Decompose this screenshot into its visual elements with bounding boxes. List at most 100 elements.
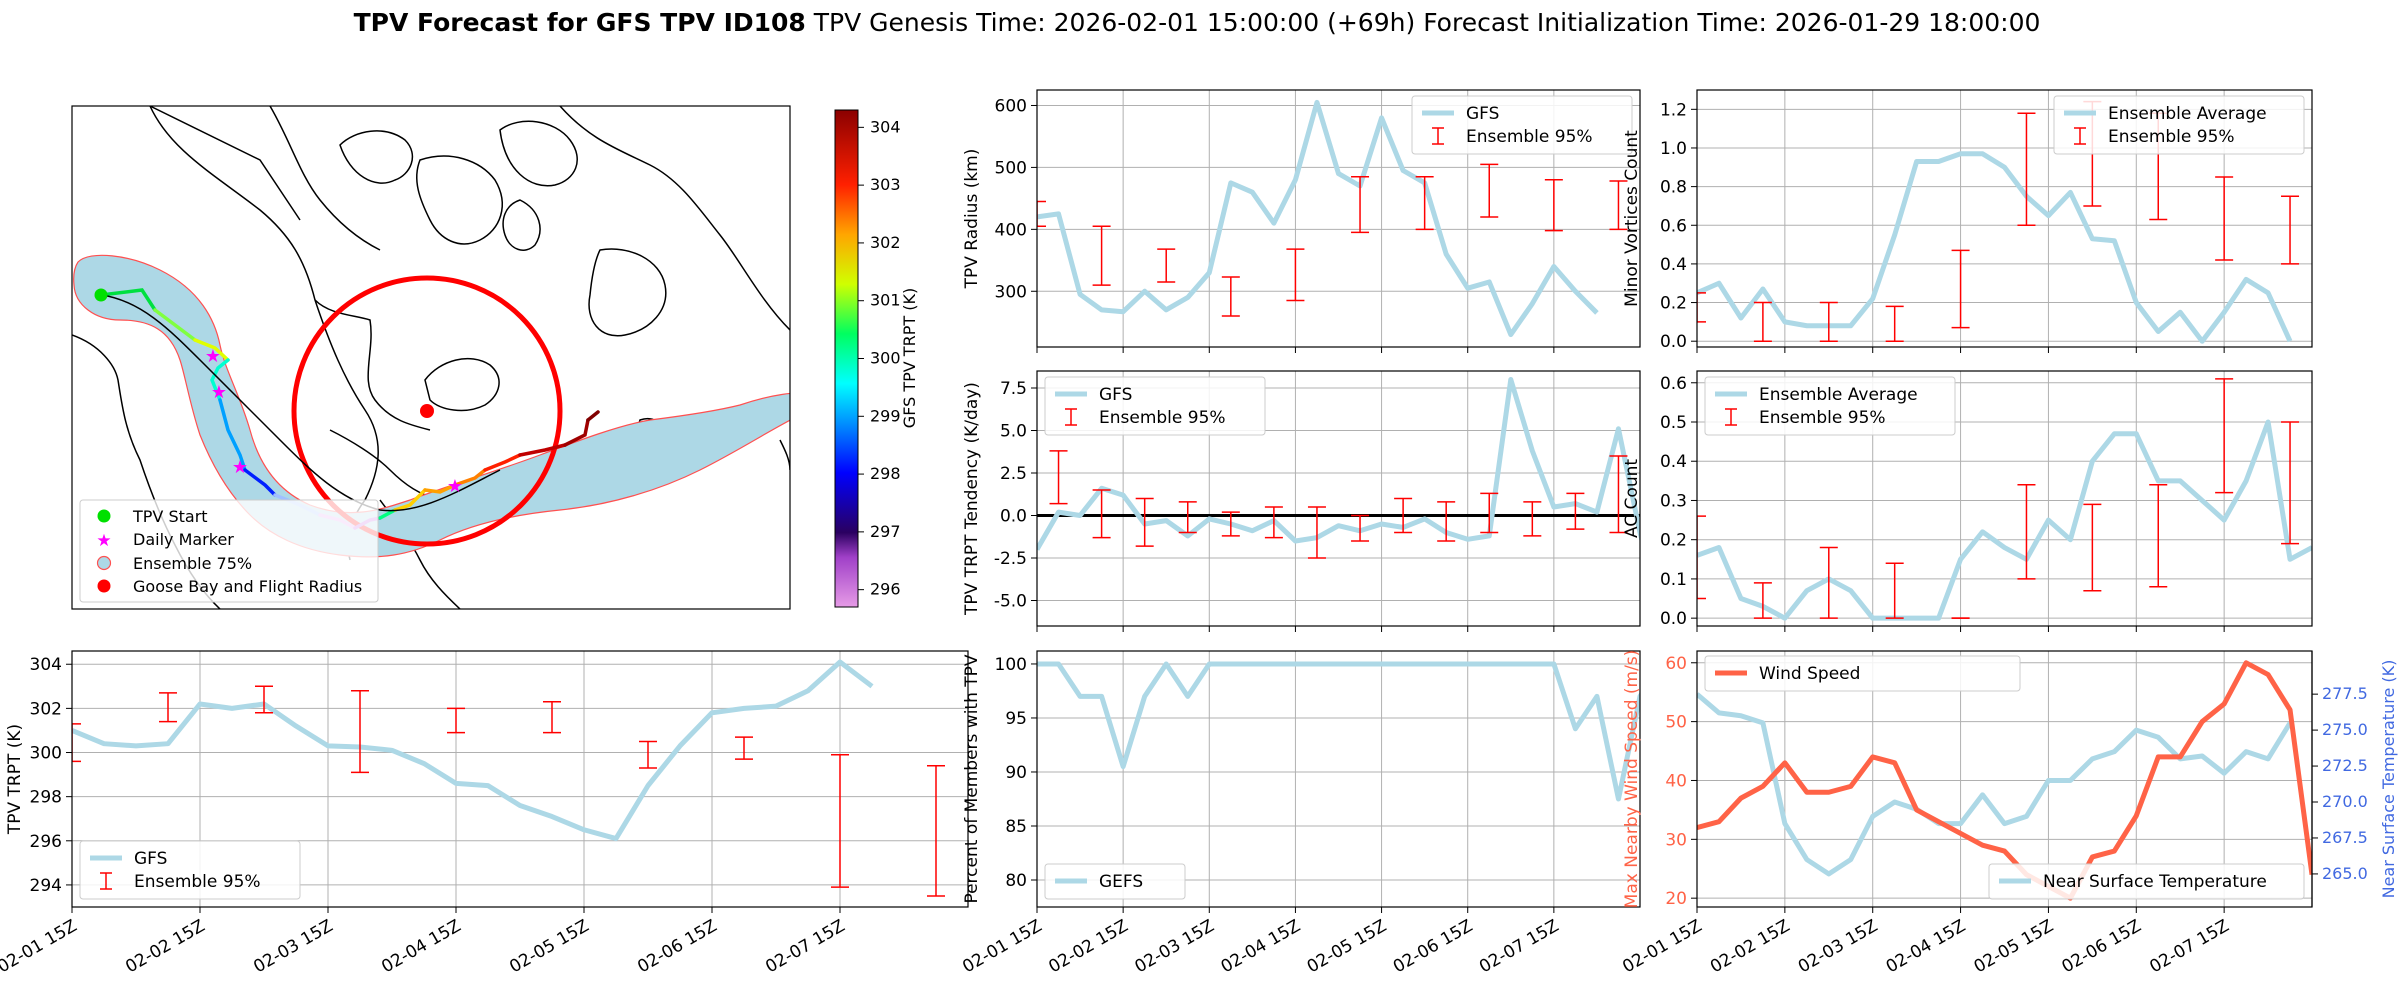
legend-box <box>1704 376 1956 436</box>
x-tick-label: 02-01 15Z <box>959 916 1045 977</box>
errorbar <box>1753 301 1772 342</box>
chart-legend: Ensemble Average Ensemble 95% <box>1704 376 1956 436</box>
y-tick-label: 300 <box>995 282 1027 302</box>
legend-label: GFS <box>1466 104 1499 124</box>
y2-tick-label: 272.5 <box>2322 756 2368 775</box>
trpt-panel: 294 296 298 300 302 304 TPV TRPT (K) 02-01 15Z 0… <box>0 650 969 977</box>
legend-ensemble-icon <box>96 555 112 571</box>
errorbar <box>1092 225 1111 286</box>
x-tick-label: 02-07 15Z <box>1476 916 1562 977</box>
y-tick-label: 0.6 <box>1660 216 1687 236</box>
y-tick-label: 600 <box>995 96 1027 116</box>
colorbar-tick-label: 296 <box>870 580 901 599</box>
plot-content <box>1697 660 2312 901</box>
chart-legend: GEFS <box>1044 863 1186 900</box>
y-tick-label: 85 <box>1005 817 1027 837</box>
plot-content <box>1037 661 1640 802</box>
mean-track-line <box>100 294 501 512</box>
series-temperature-line <box>1697 692 2293 877</box>
legend-label: GEFS <box>1099 872 1143 892</box>
y-tick-label: 296 <box>30 832 62 852</box>
daily-marker: ★ <box>211 382 227 403</box>
errorbar <box>2215 176 2234 261</box>
y2-tick-label: 277.5 <box>2322 684 2368 703</box>
y-tick-label: 1.0 <box>1660 139 1687 159</box>
errorbar <box>1609 180 1628 231</box>
y-tick-label: 300 <box>30 744 62 764</box>
y-tick-label: 80 <box>1005 871 1027 891</box>
legend-box <box>1988 863 2305 900</box>
y-tick-label: 7.5 <box>1000 379 1027 399</box>
ac-count-panel: 0.0 0.1 0.2 0.3 0.4 0.5 0.6 AC Count Ensemble Av… <box>1622 370 2313 632</box>
errorbar <box>1178 501 1197 534</box>
colorbar-tick-label: 302 <box>870 233 901 252</box>
errorbar <box>1307 506 1326 559</box>
legend-goose-label: Goose Bay and Flight Radius <box>133 577 362 596</box>
plot-content <box>1697 378 2312 621</box>
series-line <box>1037 377 1640 551</box>
y-tick-label: 60 <box>1665 654 1687 674</box>
x-tick-label: 02-02 15Z <box>1045 916 1131 977</box>
errorbar <box>351 689 369 774</box>
errorbar <box>831 753 849 888</box>
errorbar <box>2083 503 2102 592</box>
colorbar-tick-label: 304 <box>870 117 901 136</box>
legend-start-label: TPV Start <box>132 507 208 526</box>
errorbar <box>1697 292 1706 323</box>
colorbar-tick-label: 299 <box>870 406 901 425</box>
x-tick-label: 02-06 15Z <box>2058 916 2144 977</box>
errorbar <box>1221 276 1240 317</box>
errorbar <box>735 736 753 760</box>
x-tick-label: 02-04 15Z <box>378 916 464 977</box>
errorbar <box>159 692 177 723</box>
y-tick-label: 0.2 <box>1660 531 1687 551</box>
legend-label: Ensemble 95% <box>1466 127 1593 147</box>
legend-goose-icon <box>97 579 111 593</box>
colorbar: 296 297 298 299 300 301 302 303 304 GFS TPV TRPT… <box>834 109 919 608</box>
errorbar <box>1351 514 1370 542</box>
errorbar <box>72 723 81 763</box>
plot-frame <box>1036 370 1641 627</box>
colorbar-label: GFS TPV TRPT (K) <box>900 288 919 428</box>
y2-axis-label: Near Surface Temperature (K) <box>2379 660 2398 899</box>
colorbar-tick-label: 301 <box>870 291 901 310</box>
y-tick-label: 0.3 <box>1660 491 1687 511</box>
errorbar <box>639 740 657 769</box>
chart-legend: Ensemble Average Ensemble 95% <box>2053 95 2305 155</box>
legend-label: Ensemble Average <box>1759 385 1918 405</box>
legend-daily-label: Daily Marker <box>133 530 234 549</box>
x-tick-label: 02-05 15Z <box>506 916 592 977</box>
y-tick-label: 5.0 <box>1000 422 1027 442</box>
errorbar <box>2281 195 2300 265</box>
x-tick-label: 02-03 15Z <box>1795 916 1881 977</box>
radius-panel: 300 400 500 600 TPV Radius (km) GFS Ensemble 9… <box>962 89 1641 353</box>
x-tick-label: 02-05 15Z <box>1304 916 1390 977</box>
errorbar <box>1437 501 1456 542</box>
x-tick-label: 02-03 15Z <box>1131 916 1217 977</box>
errorbar <box>1092 489 1111 539</box>
legend-label: Wind Speed <box>1759 664 1860 684</box>
errorbar <box>1544 179 1563 232</box>
map-content: ★ ★ ★ ★ <box>72 106 790 609</box>
figure-title: TPV Forecast for GFS TPV ID108 TPV Genes… <box>354 8 2041 37</box>
minor-vortices-panel: 0.0 0.2 0.4 0.6 0.8 1.0 1.2 Minor Vortices Coun… <box>1622 89 2365 353</box>
y2-tick-label: 265.0 <box>2322 864 2368 883</box>
y-tick-label: -2.5 <box>994 549 1027 569</box>
plot-content <box>72 659 945 897</box>
legend-box <box>1704 655 2021 692</box>
x-tick-label: 02-01 15Z <box>1619 916 1705 977</box>
y-axis-label: Max Nearby Wind Speed (m/s) <box>1622 650 1642 909</box>
errorbar <box>1221 511 1240 537</box>
y-tick-label: 0.1 <box>1660 570 1687 590</box>
y-tick-label: 2.5 <box>1000 464 1027 484</box>
errorbar <box>2347 270 2365 332</box>
errorbar <box>1480 163 1499 218</box>
plot-frame <box>1696 370 2313 627</box>
legend-start-icon <box>97 509 111 523</box>
errorbar <box>1819 301 1838 342</box>
y2-tick-label: 270.0 <box>2322 792 2368 811</box>
x-tick-label: 02-06 15Z <box>634 916 720 977</box>
y-axis-label: TPV TRPT (K) <box>5 724 25 835</box>
y-tick-label: 0.4 <box>1660 255 1687 275</box>
errorbar <box>1264 506 1283 539</box>
